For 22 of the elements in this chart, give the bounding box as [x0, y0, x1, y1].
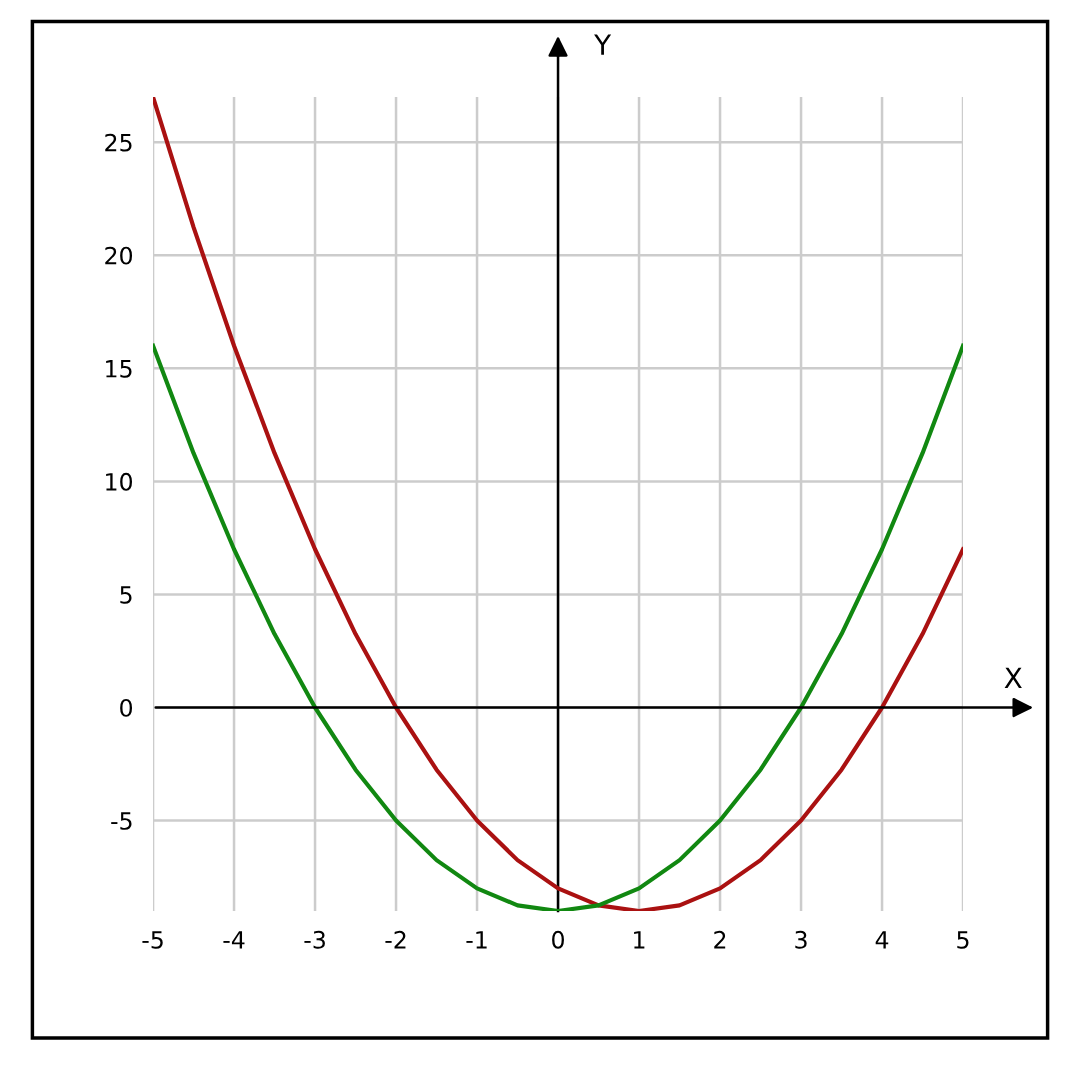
y-tick-label: 15 — [106, 360, 132, 378]
y-tick-label: 25 — [105, 133, 132, 152]
x-tick-label: -5 — [142, 931, 163, 949]
x-tick-label: 1 — [634, 931, 645, 949]
y-tick-label: 5 — [120, 586, 132, 604]
line-series — [153, 97, 964, 911]
x-tick-label: 2 — [714, 930, 726, 949]
x-tick-label: 0 — [552, 930, 564, 949]
x-tick-label: 5 — [957, 931, 969, 949]
y-tick-label: 20 — [105, 246, 133, 265]
y-axis-title: Y — [594, 34, 612, 55]
x-axis-title: X — [1004, 667, 1022, 688]
x-tick-label: 3 — [795, 930, 807, 949]
x-tick-label: -4 — [223, 931, 245, 949]
x-tick-label: -1 — [466, 931, 487, 949]
x-tick-label: -3 — [304, 930, 325, 949]
x-tick-label: 4 — [875, 931, 889, 949]
x-tick-label: -2 — [385, 930, 406, 949]
line-series — [153, 343, 964, 911]
y-tick-label: 10 — [106, 472, 133, 491]
y-tick-label: 0 — [120, 698, 133, 717]
y-tick-label: -5 — [111, 812, 132, 830]
